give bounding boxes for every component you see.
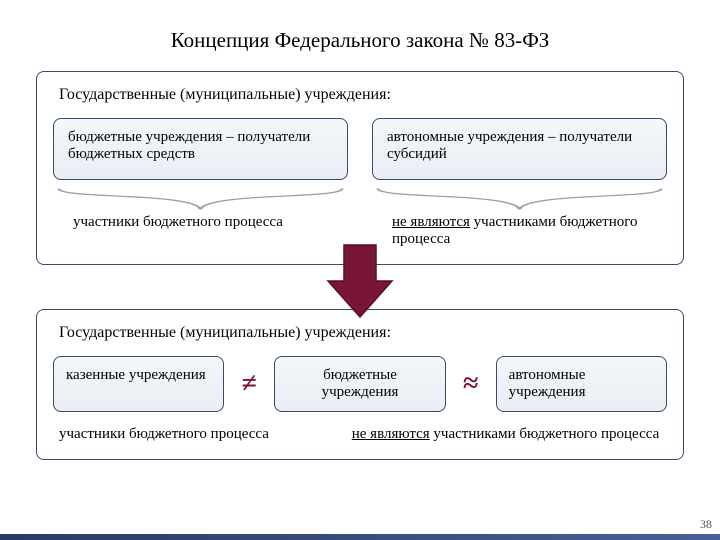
- brace-right-icon: [372, 186, 667, 212]
- top-panel: Государственные (муниципальные) учрежден…: [36, 71, 684, 265]
- not-equal-symbol: ≠: [234, 356, 264, 412]
- underline-text-2: не являются: [352, 426, 430, 442]
- bottom-panel: Государственные (муниципальные) учрежден…: [36, 309, 684, 460]
- footer-bar: [0, 534, 720, 540]
- bottom-right-caption-rest: участниками бюджетного процесса: [430, 426, 660, 442]
- top-right-box: автономные учреждения – получатели субси…: [372, 118, 667, 180]
- approx-symbol: ≈: [456, 356, 486, 412]
- brace-row: [53, 186, 667, 212]
- page-number: 38: [700, 517, 712, 532]
- top-left-caption: участники бюджетного процесса: [53, 214, 348, 231]
- bottom-captions: участники бюджетного процесса не являютс…: [53, 426, 667, 443]
- bottom-left-caption: участники бюджетного процесса: [53, 426, 322, 443]
- bottom-row: казенные учреждения ≠ бюджетные учрежден…: [53, 356, 667, 412]
- bottom-right-caption: не являются участниками бюджетного проце…: [322, 426, 667, 443]
- top-heading: Государственные (муниципальные) учрежден…: [53, 86, 667, 104]
- underline-text: не являются: [392, 214, 470, 230]
- arrow-down-icon: [324, 241, 396, 321]
- col-avtonomnye: автономные учреждения: [496, 356, 667, 412]
- top-right-caption: не являются участниками бюджетного проце…: [372, 214, 667, 248]
- page-title: Концепция Федерального закона № 83-ФЗ: [0, 0, 720, 71]
- bottom-heading: Государственные (муниципальные) учрежден…: [53, 324, 667, 342]
- top-row: бюджетные учреждения – получатели бюджет…: [53, 118, 667, 180]
- down-arrow: [324, 241, 396, 321]
- col-kazennye: казенные учреждения: [53, 356, 224, 412]
- top-left-box: бюджетные учреждения – получатели бюджет…: [53, 118, 348, 180]
- brace-left-icon: [53, 186, 348, 212]
- col-byudzhetnye: бюджетные учреждения: [274, 356, 445, 412]
